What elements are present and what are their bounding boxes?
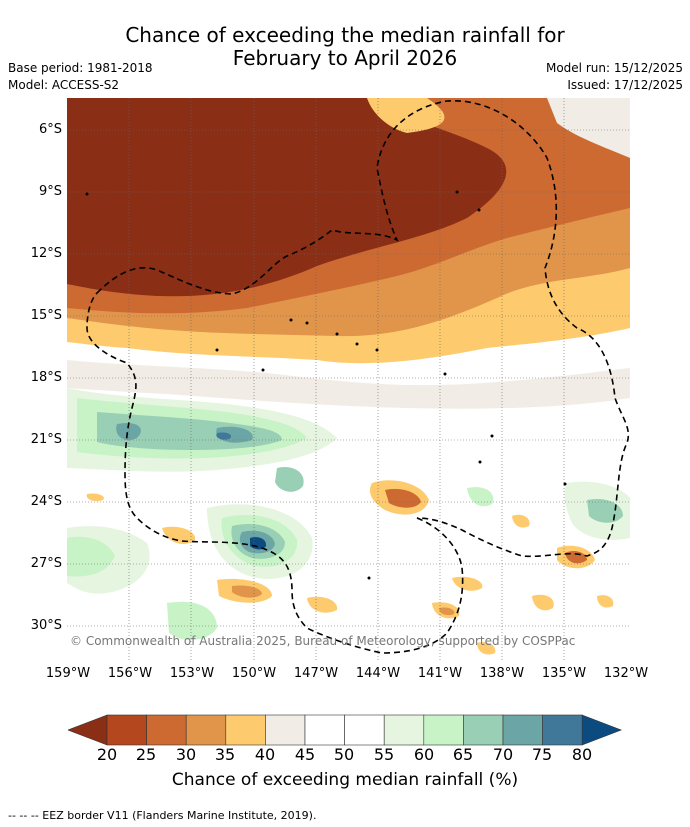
colorbar-tick: 35: [214, 745, 236, 764]
lon-label: 153°W: [169, 666, 215, 681]
lat-label: 12°S: [30, 246, 62, 261]
model-run: Model run: 15/12/2025: [545, 61, 683, 75]
colorbar-tick: 65: [452, 745, 474, 764]
dry-35-se2: [452, 576, 483, 591]
dry-35-e2: [532, 594, 554, 611]
colorbar-segment: [106, 714, 147, 746]
colorbar-segment: [383, 714, 425, 746]
colorbar-segment: [463, 714, 504, 746]
rainfall-map: [67, 98, 630, 661]
eez-cook-french: [96, 100, 630, 558]
lon-label: 141°W: [417, 666, 463, 681]
title-line-1: Chance of exceeding the median rainfall …: [125, 23, 565, 47]
colorbar-segment: [146, 714, 187, 746]
colorbar-tick: 75: [531, 745, 553, 764]
lat-label: 24°S: [30, 494, 62, 509]
wet-70-center: [275, 466, 304, 492]
model-name: Model: ACCESS-S2: [8, 78, 120, 92]
colorbar-tick: 25: [135, 745, 157, 764]
colorbar-segment: [265, 714, 306, 746]
colorbar: [68, 714, 623, 746]
copyright-text: © Commonwealth of Australia 2025, Bureau…: [70, 634, 576, 648]
dry-30-se1: [439, 607, 455, 616]
map-title: Chance of exceeding the median rainfall …: [0, 24, 690, 70]
lon-label: 135°W: [541, 666, 587, 681]
colorbar-segment: [423, 714, 464, 746]
lon-label: 138°W: [479, 666, 525, 681]
colorbar-tick: 50: [333, 745, 355, 764]
lat-label: 30°S: [30, 618, 62, 633]
colorbar-tick: 55: [373, 745, 395, 764]
dry-25-center: [385, 488, 421, 508]
dry-35-e3: [597, 595, 614, 608]
colorbar-tick: 45: [294, 745, 316, 764]
dry-30-e1: [565, 550, 587, 564]
colorbar-tick: 70: [492, 745, 514, 764]
dry-35-e4: [512, 514, 530, 528]
lat-label: 15°S: [30, 308, 62, 323]
wet-80-west: [216, 432, 232, 440]
lon-label: 159°W: [45, 666, 91, 681]
beige-patch-1: [67, 360, 630, 409]
colorbar-title: Chance of exceeding median rainfall (%): [171, 770, 519, 790]
band-yellow-east: [367, 98, 445, 133]
lat-label: 21°S: [30, 432, 62, 447]
colorbar-segment: [185, 714, 227, 746]
band-beige-east: [547, 98, 630, 158]
islands: [85, 190, 567, 580]
lat-label: 9°S: [38, 184, 62, 199]
colorbar-over-arrow: [581, 714, 623, 746]
colorbar-tick: 30: [175, 745, 197, 764]
meta-left: Base period: 1981-2018 Model: ACCESS-S2: [8, 60, 153, 94]
title-line-2: February to April 2026: [232, 46, 458, 70]
wet-65-e2: [467, 487, 494, 507]
colorbar-segment: [502, 714, 543, 746]
colorbar-tick: 80: [571, 745, 593, 764]
wet-75-west: [116, 422, 253, 443]
lon-label: 150°W: [231, 666, 277, 681]
lon-label: 156°W: [107, 666, 153, 681]
colorbar-segment: [542, 714, 583, 746]
colorbar-segment: [344, 714, 385, 746]
lat-label: 27°S: [30, 556, 62, 571]
eez-borders: [86, 100, 630, 654]
colorbar-tick: 40: [254, 745, 276, 764]
lat-label: 6°S: [38, 122, 62, 137]
meta-right: Model run: 15/12/2025 Issued: 17/12/2025: [546, 60, 683, 94]
colorbar-segment: [225, 714, 266, 746]
lon-label: 147°W: [293, 666, 339, 681]
wet-65-sw: [167, 601, 217, 640]
colorbar-segment: [304, 714, 345, 746]
eez-south-1: [86, 292, 464, 654]
dry-35-west: [162, 526, 196, 544]
lon-label: 132°W: [603, 666, 649, 681]
wet-65-south: [67, 536, 115, 577]
lon-label: 144°W: [355, 666, 401, 681]
dry-30-sw: [232, 585, 262, 598]
eez-footnote: -- -- -- EEZ border V11 (Flanders Marine…: [8, 809, 317, 822]
gridlines: [67, 98, 630, 661]
band-20: [67, 98, 507, 297]
colorbar-tick: 20: [96, 745, 118, 764]
dry-35-west2: [86, 493, 104, 502]
lat-label: 18°S: [30, 370, 62, 385]
issued-date: Issued: 17/12/2025: [567, 78, 683, 92]
base-period: Base period: 1981-2018: [8, 61, 153, 75]
dry-35-s1: [307, 596, 338, 613]
colorbar-under-arrow: [68, 714, 108, 746]
colorbar-tick: 60: [413, 745, 435, 764]
dry-35-e5: [477, 642, 496, 655]
